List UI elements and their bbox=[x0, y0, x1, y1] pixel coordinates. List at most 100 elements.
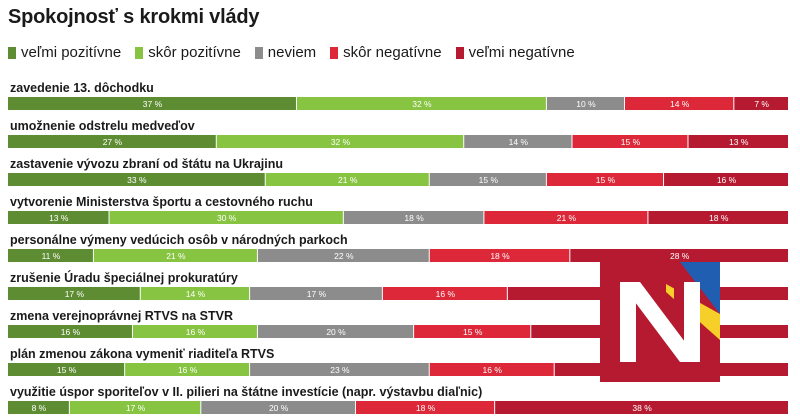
legend-swatch bbox=[135, 46, 144, 59]
value-label: 16 % bbox=[483, 365, 503, 375]
value-label: 16 % bbox=[436, 289, 456, 299]
bar-segment bbox=[570, 249, 788, 262]
legend-item: veľmi negatívne bbox=[455, 44, 575, 61]
value-label: 15 % bbox=[57, 365, 77, 375]
value-label: 13 % bbox=[49, 213, 69, 223]
bar-segment bbox=[572, 135, 688, 148]
value-label: 13 % bbox=[729, 137, 749, 147]
legend-label: veľmi negatívne bbox=[468, 44, 575, 61]
bar-segment bbox=[296, 97, 546, 110]
bar-segment bbox=[734, 97, 788, 110]
value-label: 37 % bbox=[143, 99, 163, 109]
value-label: 30 % bbox=[217, 213, 237, 223]
n-logo-icon bbox=[600, 262, 720, 382]
value-label: 28 % bbox=[670, 251, 690, 261]
legend-item: neviem bbox=[254, 44, 317, 61]
bar-segment bbox=[140, 287, 250, 300]
value-label: 8 % bbox=[32, 403, 47, 413]
bar-segment bbox=[250, 287, 382, 300]
value-label: 21 % bbox=[166, 251, 186, 261]
legend-item: skôr pozitívne bbox=[135, 44, 241, 61]
value-label: 22 % bbox=[334, 251, 354, 261]
bar-segment bbox=[8, 135, 216, 148]
value-label: 16 % bbox=[178, 365, 198, 375]
value-label: 33 % bbox=[127, 175, 147, 185]
bar-segment bbox=[250, 363, 429, 376]
bar-segment bbox=[8, 173, 265, 186]
value-label: 38 % bbox=[632, 403, 652, 413]
bar-segment bbox=[257, 249, 429, 262]
bar-segment bbox=[8, 249, 93, 262]
row-label: využitie úspor sporiteľov v II. pilieri … bbox=[10, 385, 482, 399]
legend-label: veľmi pozitívne bbox=[21, 44, 122, 61]
bar-segment bbox=[125, 363, 250, 376]
bar-segment bbox=[343, 211, 484, 224]
value-label: 16 % bbox=[717, 175, 737, 185]
bar-segment bbox=[429, 363, 554, 376]
legend-swatch bbox=[254, 46, 263, 59]
value-label: 32 % bbox=[412, 99, 432, 109]
value-label: 15 % bbox=[479, 175, 499, 185]
value-label: 17 % bbox=[126, 403, 146, 413]
bar-segment bbox=[648, 211, 788, 224]
bar-segment bbox=[8, 363, 125, 376]
value-label: 14 % bbox=[509, 137, 529, 147]
value-label: 18 % bbox=[490, 251, 510, 261]
value-label: 20 % bbox=[269, 403, 289, 413]
bar-segment bbox=[484, 211, 648, 224]
legend-item: veľmi pozitívne bbox=[8, 44, 121, 61]
value-label: 11 % bbox=[42, 251, 61, 261]
bar-segment bbox=[69, 401, 201, 414]
value-label: 15 % bbox=[463, 327, 483, 337]
row-label: umožnenie odstrelu medveďov bbox=[10, 119, 195, 133]
bar-segment bbox=[132, 325, 257, 338]
bar-segment bbox=[688, 135, 788, 148]
row-label: personálne výmeny vedúcich osôb v národn… bbox=[10, 233, 348, 247]
bar-segment bbox=[429, 173, 546, 186]
bar-segment bbox=[624, 97, 734, 110]
row-label: vytvorenie Ministerstva športu a cestovn… bbox=[10, 195, 313, 209]
bar-segment bbox=[8, 287, 140, 300]
value-label: 32 % bbox=[331, 137, 351, 147]
value-label: 17 % bbox=[307, 289, 327, 299]
bar-segment bbox=[109, 211, 343, 224]
bar-segment bbox=[464, 135, 572, 148]
row-label: zavedenie 13. dôchodku bbox=[10, 81, 154, 95]
legend-swatch bbox=[455, 46, 464, 59]
bar-segment bbox=[664, 173, 788, 186]
value-label: 14 % bbox=[186, 289, 206, 299]
value-label: 20 % bbox=[326, 327, 346, 337]
value-label: 15 % bbox=[596, 175, 616, 185]
bar-segment bbox=[8, 97, 296, 110]
value-label: 23 % bbox=[330, 365, 350, 375]
bar-segment bbox=[93, 249, 257, 262]
value-label: 21 % bbox=[557, 213, 577, 223]
legend: veľmi pozitívne skôr pozitívne neviem skôr … bbox=[8, 44, 575, 61]
value-label: 16 % bbox=[61, 327, 81, 337]
row-label: plán zmenou zákona vymeniť riaditeľa RTV… bbox=[10, 347, 274, 361]
bar-segment bbox=[382, 287, 507, 300]
bar-segment bbox=[216, 135, 464, 148]
value-label: 14 % bbox=[670, 99, 690, 109]
value-label: 10 % bbox=[576, 99, 596, 109]
value-label: 18 % bbox=[709, 213, 729, 223]
bar-segment bbox=[414, 325, 531, 338]
row-label: zmena verejnoprávnej RTVS na STVR bbox=[10, 309, 233, 323]
legend-swatch bbox=[330, 46, 339, 59]
bar-segment bbox=[429, 249, 570, 262]
bar-segment bbox=[201, 401, 355, 414]
bar-segment bbox=[8, 325, 132, 338]
value-label: 16 % bbox=[186, 327, 206, 337]
value-label: 18 % bbox=[404, 213, 424, 223]
value-label: 21 % bbox=[338, 175, 358, 185]
bar-segment bbox=[8, 401, 69, 414]
value-label: 27 % bbox=[103, 137, 123, 147]
chart-title: Spokojnosť s krokmi vlády bbox=[8, 6, 260, 28]
legend-label: skôr negatívne bbox=[343, 44, 442, 61]
legend-label: neviem bbox=[267, 44, 317, 61]
bar-segment bbox=[546, 97, 624, 110]
legend-label: skôr pozitívne bbox=[148, 44, 241, 61]
bar-segment bbox=[265, 173, 429, 186]
bar-segment bbox=[546, 173, 664, 186]
